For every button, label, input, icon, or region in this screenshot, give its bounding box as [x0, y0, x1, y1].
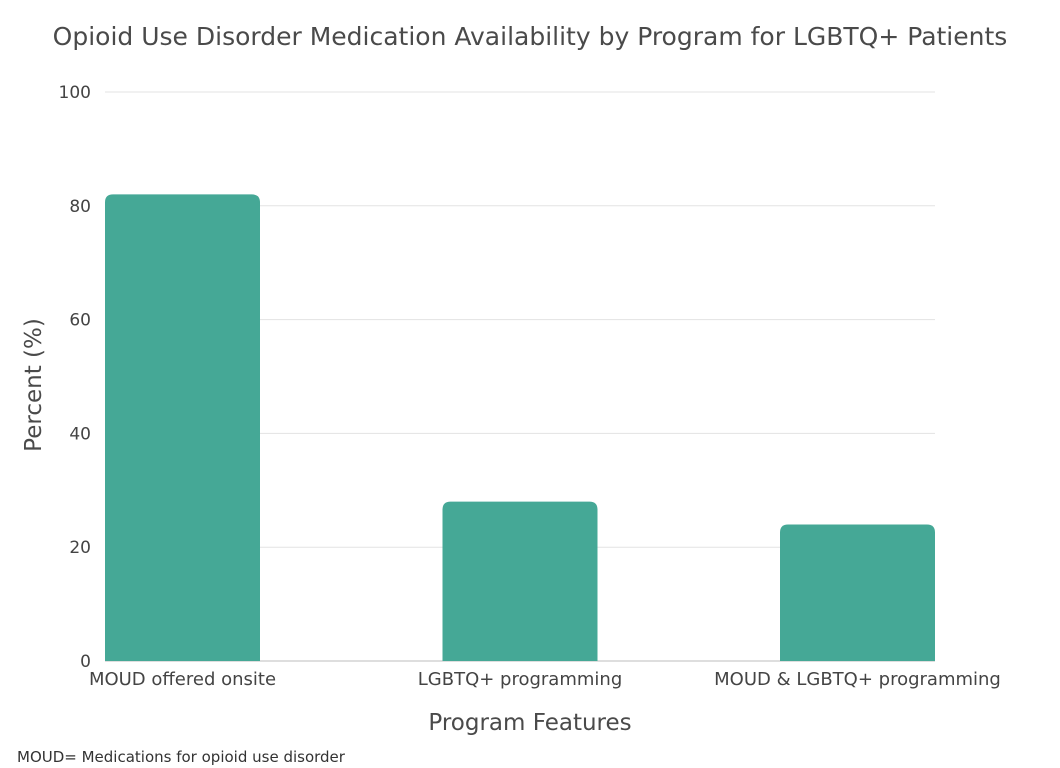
y-tick-label: 20 — [69, 538, 91, 558]
chart-title: Opioid Use Disorder Medication Availabil… — [52, 22, 1008, 51]
bar — [105, 194, 260, 662]
x-axis-title: Program Features — [428, 710, 631, 736]
y-tick-label: 100 — [59, 83, 91, 103]
bar — [442, 501, 598, 661]
y-tick-label: 0 — [80, 652, 91, 672]
x-tick-label: MOUD & LGBTQ+ programming — [714, 669, 1001, 690]
bar — [780, 524, 935, 661]
x-tick-label: MOUD offered onsite — [89, 669, 276, 690]
footnote: MOUD= Medications for opioid use disorde… — [17, 748, 345, 766]
y-tick-label: 80 — [69, 197, 91, 217]
y-axis-title: Percent (%) — [21, 318, 47, 452]
y-tick-label: 60 — [69, 311, 91, 331]
y-tick-label: 40 — [69, 424, 91, 444]
x-tick-label: LGBTQ+ programming — [418, 669, 623, 690]
